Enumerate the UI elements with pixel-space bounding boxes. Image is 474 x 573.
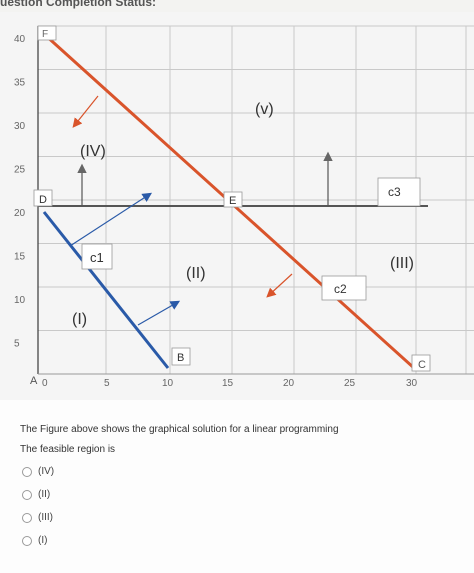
question-prompt: The feasible region is — [20, 444, 116, 455]
region-i-label: (I) — [72, 311, 87, 328]
y-tick-label: 10 — [14, 295, 26, 306]
y-tick-label: 25 — [14, 165, 26, 176]
direction-arrow-blue-1 — [69, 192, 153, 247]
point-d-box — [33, 189, 53, 207]
point-f-label: F — [42, 29, 48, 40]
point-c-box — [411, 354, 431, 372]
y-tick-label: 20 — [14, 208, 26, 219]
point-b-box — [171, 347, 191, 366]
option-label: (III) — [38, 512, 53, 523]
y-tick-label: 5 — [14, 339, 20, 350]
question-completion-status-header: uestion Completion Status: — [0, 0, 474, 12]
answer-options: (IV) (II) (III) (I) — [22, 460, 54, 552]
point-d-label: D — [39, 194, 47, 206]
x-tick-label: 20 — [283, 378, 295, 389]
option-iv[interactable]: (IV) — [22, 460, 54, 483]
x-tick-label: 25 — [344, 378, 356, 389]
c3-label: c3 — [388, 185, 401, 199]
c1-box — [81, 243, 113, 270]
constraint-line-c1 — [42, 211, 170, 369]
lp-graph-svg: 40 35 30 25 20 15 10 5 0 5 10 15 20 25 30 F D E B C A… — [14, 25, 474, 389]
point-c-label: C — [418, 359, 426, 371]
lp-graph-figure: 40 35 30 25 20 15 10 5 0 5 10 15 20 25 30 F D E B C A… — [0, 12, 474, 400]
option-label: (IV) — [38, 466, 55, 477]
x-tick-label: 5 — [104, 378, 110, 389]
direction-arrow-red-1 — [72, 95, 99, 128]
region-iii-label: (III) — [390, 255, 414, 272]
region-v-label: (v) — [255, 101, 274, 118]
y-tick-label: 30 — [14, 121, 26, 132]
direction-arrow-blue-2 — [137, 300, 181, 326]
option-label: (I) — [38, 535, 48, 546]
radio-button[interactable] — [22, 466, 32, 477]
x-tick-label: 30 — [406, 378, 418, 389]
region-ii-label: (II) — [186, 265, 206, 282]
x-tick-label: 0 — [42, 378, 48, 389]
point-b-label: B — [177, 352, 184, 364]
point-e-label: E — [229, 195, 236, 207]
radio-button[interactable] — [22, 535, 32, 546]
c3-box — [377, 177, 421, 207]
option-iii[interactable]: (III) — [22, 506, 54, 529]
point-e-box — [223, 191, 243, 208]
point-a-label: A — [30, 375, 38, 387]
x-tick-label: 10 — [162, 378, 174, 389]
question-text: The Figure above shows the graphical sol… — [20, 424, 339, 435]
point-f-box — [37, 25, 57, 41]
y-tick-label: 15 — [14, 252, 26, 263]
radio-button[interactable] — [22, 512, 32, 523]
x-tick-label: 15 — [222, 378, 234, 389]
c2-box — [321, 275, 367, 301]
direction-arrow-red-2 — [266, 273, 293, 298]
c1-label: c1 — [90, 250, 104, 265]
radio-button[interactable] — [22, 489, 32, 500]
option-label: (II) — [38, 489, 51, 500]
c2-label: c2 — [334, 282, 347, 296]
y-tick-label: 35 — [14, 78, 26, 89]
region-iv-label: (IV) — [80, 143, 106, 160]
option-ii[interactable]: (II) — [22, 483, 54, 506]
header-title: uestion Completion Status: — [0, 0, 156, 9]
y-tick-label: 40 — [14, 34, 26, 45]
option-i[interactable]: (I) — [22, 529, 54, 552]
question-area: The Figure above shows the graphical sol… — [0, 400, 474, 573]
